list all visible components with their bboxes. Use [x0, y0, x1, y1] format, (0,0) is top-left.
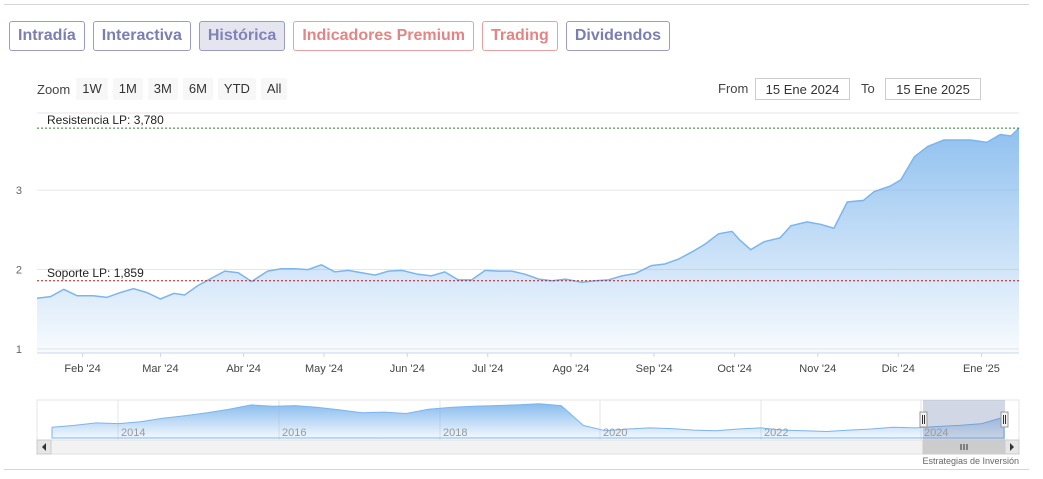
navigator-year-label: 2016 [282, 427, 306, 439]
zoom-1m-button[interactable]: 1M [112, 78, 143, 100]
y-tick-label: 3 [16, 185, 22, 197]
y-tick-label: 1 [16, 344, 22, 356]
from-date-input[interactable]: 15 Ene 2024 [755, 78, 850, 100]
top-divider [4, 4, 1029, 5]
x-tick-label: Feb '24 [64, 363, 100, 375]
x-tick-label: Nov '24 [799, 363, 836, 375]
navigator-scrollbar[interactable] [36, 439, 1020, 455]
navigator[interactable]: 2014 2016 2018 2020 2022 2024 [36, 399, 1020, 441]
x-tick-label: Sep '24 [636, 363, 673, 375]
view-tabs: Intradía Interactiva Histórica Indicador… [9, 21, 671, 51]
navigator-selection[interactable] [923, 400, 1005, 440]
price-area [37, 128, 1019, 353]
zoom-6m-button[interactable]: 6M [182, 78, 213, 100]
to-label: To [861, 81, 875, 96]
zoom-3m-button[interactable]: 3M [147, 78, 178, 100]
tab-interactiva[interactable]: Interactiva [92, 21, 191, 51]
x-tick-label: Dic '24 [882, 363, 915, 375]
zoom-ytd-button[interactable]: YTD [217, 78, 256, 100]
zoom-label: Zoom [37, 81, 71, 97]
x-tick-label: Ene '25 [963, 363, 1000, 375]
navigator-year-label: 2022 [764, 427, 788, 439]
zoom-all-button[interactable]: All [260, 78, 288, 100]
x-tick-label: May '24 [305, 363, 343, 375]
x-tick-label: Ago '24 [552, 363, 589, 375]
x-tick-label: Oct '24 [717, 363, 752, 375]
credits-text: Estrategias de Inversión [922, 456, 1019, 466]
y-tick-label: 2 [16, 265, 22, 277]
to-date-input[interactable]: 15 Ene 2025 [885, 78, 981, 100]
from-label: From [718, 81, 749, 96]
tab-dividendos[interactable]: Dividendos [565, 21, 671, 51]
tab-historica[interactable]: Histórica [198, 21, 286, 51]
tab-indicadores-premium[interactable]: Indicadores Premium [293, 21, 475, 51]
x-tick-label: Abr '24 [226, 363, 261, 375]
x-tick-label: Mar '24 [142, 363, 178, 375]
y-axis-ticks: 1 2 3 [16, 185, 22, 356]
resistance-label: Resistencia LP: 3,780 [47, 113, 164, 127]
zoom-1w-button[interactable]: 1W [76, 78, 108, 100]
x-tick-label: Jul '24 [472, 363, 503, 375]
price-line [36, 127, 1020, 300]
navigator-right-handle[interactable] [1000, 411, 1009, 428]
navigator-year-label: 2024 [924, 427, 948, 439]
zoom-selector: Zoom 1W 1M 3M 6M YTD All [37, 78, 292, 100]
x-axis-ticks: Feb '24 Mar '24 Abr '24 May '24 Jun '24 Jul '… [64, 353, 1000, 375]
tab-intradia[interactable]: Intradía [9, 21, 85, 51]
x-tick-label: Jun '24 [390, 363, 425, 375]
navigator-year-label: 2020 [603, 427, 627, 439]
support-label: Soporte LP: 1,859 [47, 266, 144, 280]
bottom-divider [4, 469, 1029, 470]
navigator-left-handle[interactable] [919, 411, 928, 428]
navigator-year-label: 2014 [121, 427, 145, 439]
tab-trading[interactable]: Trading [482, 21, 558, 51]
navigator-year-label: 2018 [443, 427, 467, 439]
